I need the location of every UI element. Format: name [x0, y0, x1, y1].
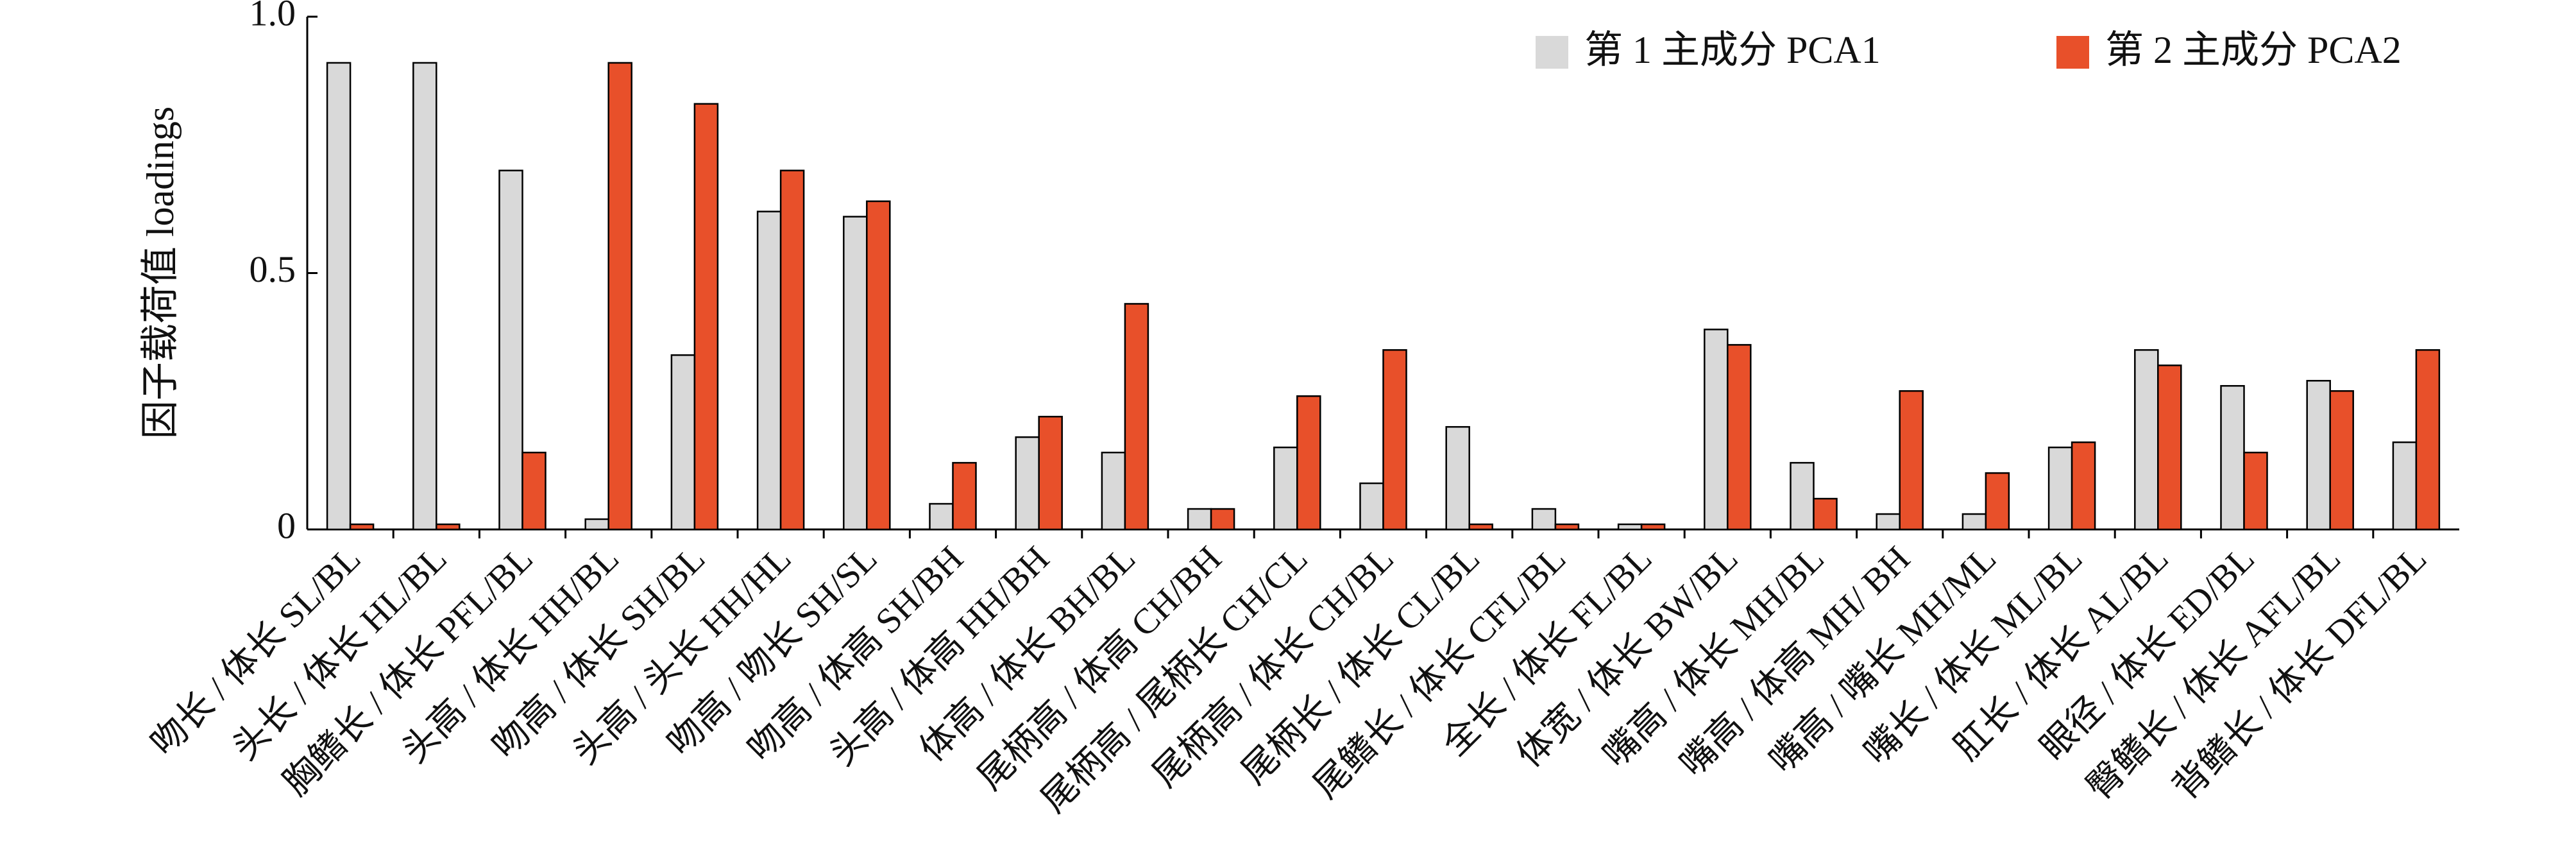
bar: [2329, 390, 2354, 531]
legend-label: 第 2 主成分 PCA2: [2105, 29, 2402, 71]
bar: [1468, 523, 1493, 531]
bar: [1015, 436, 1040, 531]
bar: [349, 523, 375, 531]
bar: [866, 200, 891, 531]
bar: [1296, 395, 1321, 531]
bar: [929, 502, 954, 531]
bar: [1617, 523, 1643, 531]
bar: [436, 523, 461, 531]
bar: [1899, 390, 1924, 531]
bar: [1359, 482, 1384, 531]
legend-label: 第 1 主成分 PCA1: [1584, 29, 1881, 71]
y-tick-label: 1.0: [250, 0, 296, 33]
bar: [2157, 365, 2182, 531]
bar: [2220, 385, 2245, 531]
bar: [1640, 523, 1666, 531]
bar: [670, 354, 696, 531]
bar: [1273, 446, 1298, 531]
bar: [756, 210, 782, 531]
bar: [1790, 461, 1815, 531]
bar: [2134, 349, 2159, 531]
bar: [1382, 349, 1407, 531]
bar: [412, 62, 437, 531]
bar: [1038, 415, 1063, 531]
bar: [2243, 451, 2268, 531]
bar: [779, 169, 805, 531]
legend-swatch: [1536, 36, 1568, 69]
bar: [1813, 497, 1838, 531]
bar: [1531, 508, 1557, 531]
bar: [498, 169, 523, 531]
bar: [326, 62, 352, 531]
bar: [2071, 441, 2096, 531]
bar: [1962, 513, 1987, 531]
y-tick-label: 0.5: [250, 248, 296, 290]
y-tick-label: 0: [277, 504, 296, 546]
bar: [1445, 425, 1470, 531]
bar: [1210, 508, 1235, 531]
bar: [1187, 508, 1212, 531]
bar: [1554, 523, 1580, 531]
bar: [2415, 349, 2441, 531]
bar: [1876, 513, 1901, 531]
bar: [2392, 441, 2418, 531]
legend-swatch: [2056, 36, 2089, 69]
bar: [1704, 329, 1729, 531]
bar: [521, 451, 547, 531]
y-axis-label: 因子载荷值 loadings: [139, 107, 182, 439]
bar: [607, 62, 632, 531]
bar: [693, 103, 719, 531]
bar: [584, 518, 609, 531]
bar: [1727, 344, 1752, 531]
bar: [1124, 303, 1149, 531]
bar: [1985, 472, 2010, 531]
bar: [2306, 380, 2331, 531]
bar: [952, 461, 977, 531]
bar: [843, 216, 868, 531]
bar: [1101, 451, 1126, 531]
bar: [2047, 446, 2073, 531]
